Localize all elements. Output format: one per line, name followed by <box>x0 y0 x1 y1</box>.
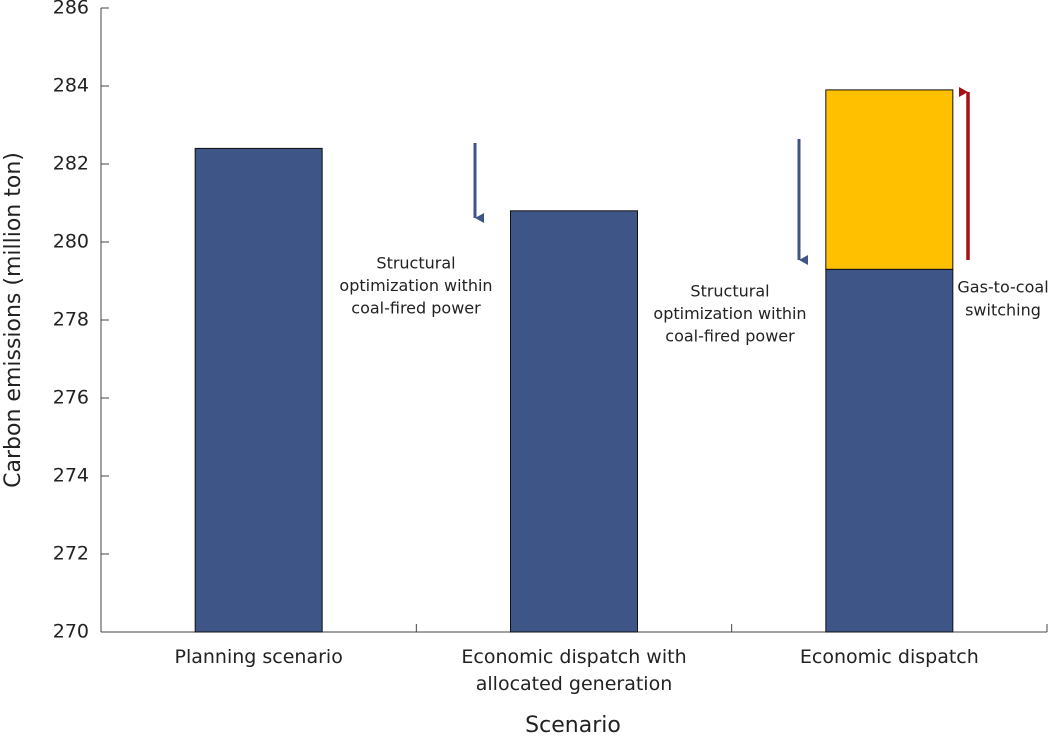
annotation: Structural <box>376 254 455 273</box>
bar <box>825 89 954 270</box>
bar <box>194 147 323 633</box>
y-tick-label: 270 <box>53 621 89 643</box>
y-axis-label: Carbon emissions (million ton) <box>1 152 26 488</box>
annotation: switching <box>965 301 1041 320</box>
x-axis-label: Scenario <box>525 713 621 737</box>
annotation: optimization within <box>653 304 806 323</box>
annotation: coal-fired power <box>665 327 795 346</box>
bar <box>510 210 638 633</box>
bar <box>825 268 954 633</box>
y-tick-label: 280 <box>53 231 89 253</box>
y-tick-label: 286 <box>53 0 89 19</box>
annotation: optimization within <box>339 276 492 295</box>
y-tick-label: 282 <box>53 153 89 175</box>
y-tick-label: 278 <box>53 309 89 331</box>
x-tick-label: Planning scenario <box>175 646 343 668</box>
annotation: coal-fired power <box>351 299 481 318</box>
annotation: Gas-to-coal <box>957 278 1048 297</box>
y-tick-label: 276 <box>53 387 89 409</box>
y-tick-label: 272 <box>53 543 89 565</box>
y-tick-label: 274 <box>53 465 89 487</box>
x-tick-label: Economic dispatch with allocated generati… <box>461 646 686 695</box>
x-tick-label: Economic dispatch <box>800 646 979 668</box>
y-tick-label: 284 <box>53 75 89 97</box>
annotation: Structural <box>690 282 769 301</box>
